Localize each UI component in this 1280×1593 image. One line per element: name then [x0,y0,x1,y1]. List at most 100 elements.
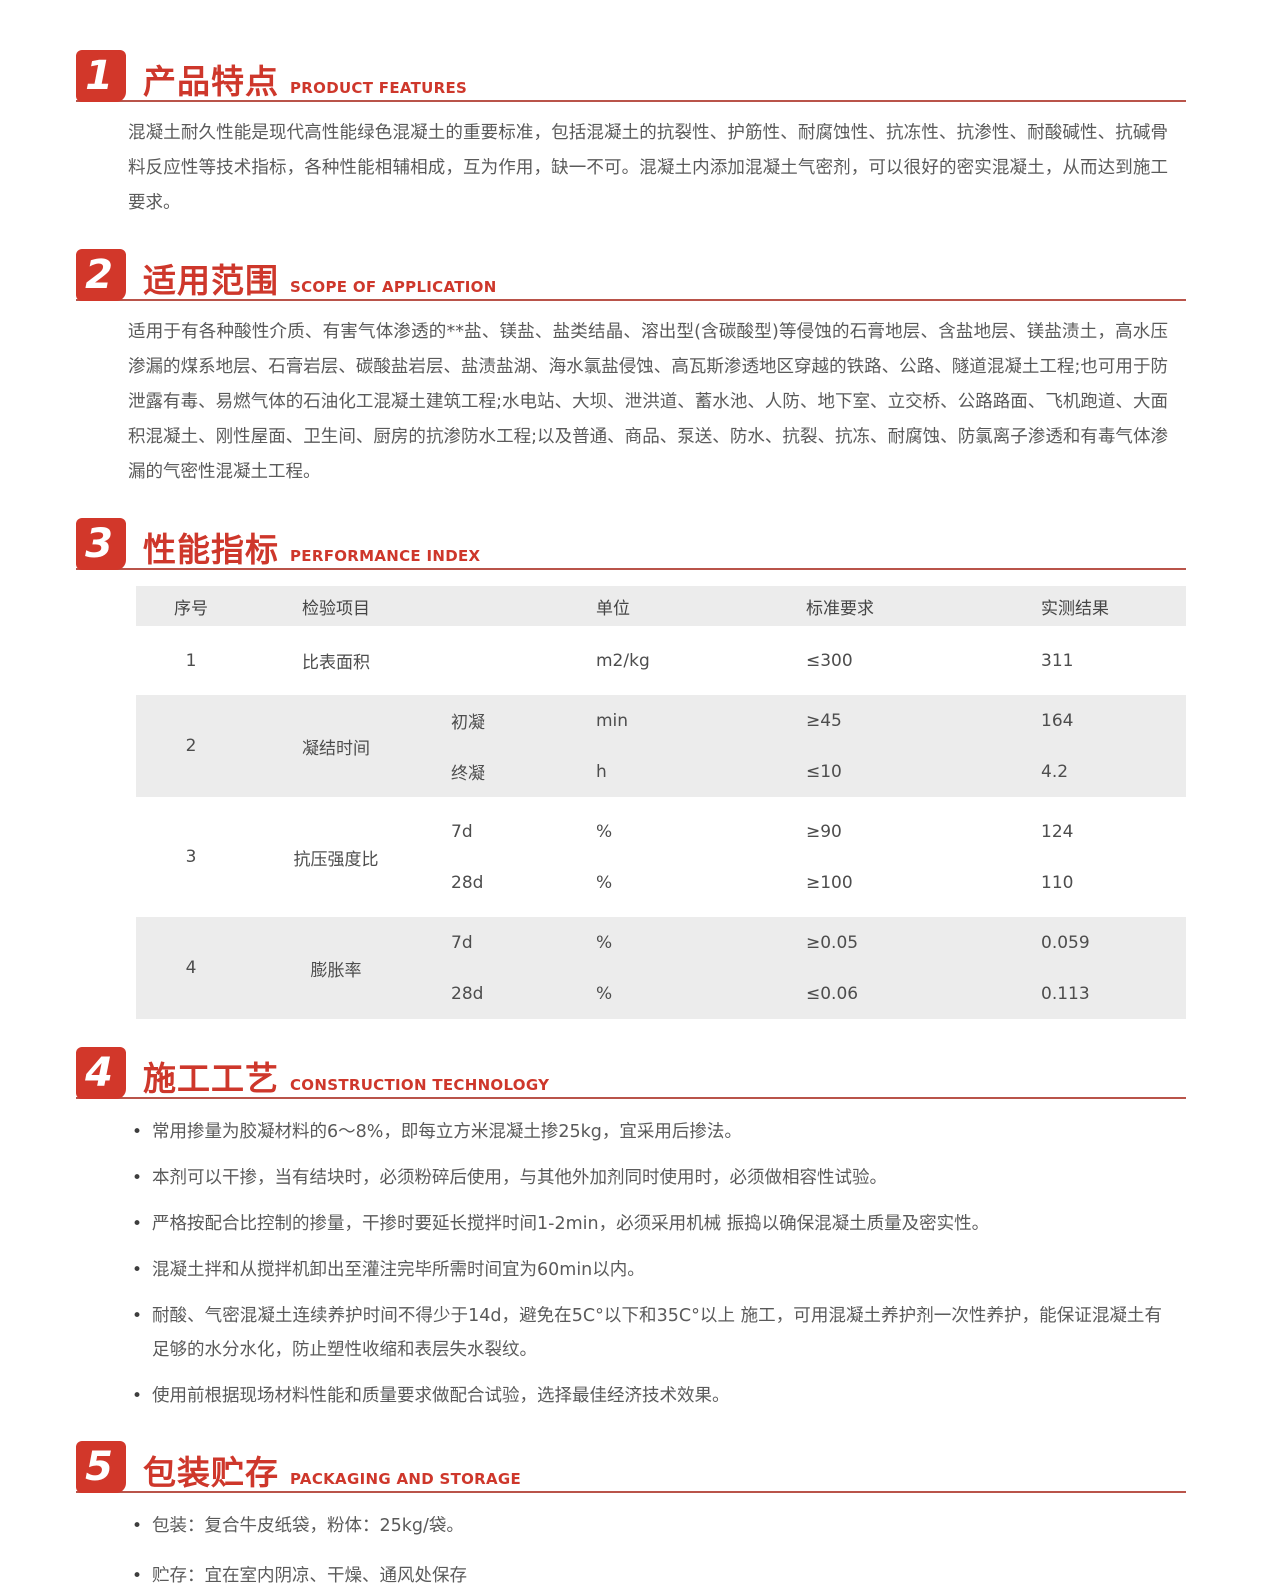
table-subrow: m2/kg ≤300 311 [426,635,1186,686]
table-cell-result: 311 [1041,650,1074,671]
section-number: 3 [85,521,113,567]
section-header: 5 包装贮存 PACKAGING AND STORAGE [76,1437,1186,1493]
table-header-cell: 实测结果 [1041,598,1109,619]
table-row: 1 比表面积 m2/kg ≤300 311 [136,635,1186,686]
section-title-zh: 产品特点 [143,62,279,101]
bullet-icon: • [132,1566,143,1586]
table-subrow: 7d % ≥90 124 [426,806,1186,857]
table-cell-sub: 初凝 [451,713,485,733]
table-cell-item: 抗压强度比 [293,849,379,870]
bullet-icon: • [132,1260,143,1280]
section-underline [76,568,1186,570]
packaging-notes-list: • 包装：复合牛皮纸袋，粉体：25kg/袋。 • 贮存：宜在室内阴凉、干燥、通风处保… [132,1509,1162,1593]
table-cell-unit: min [596,710,629,731]
section-performance-index: 3 性能指标 PERFORMANCE INDEX 序号 检验项目 单位 标准要求… [76,514,1186,1019]
bullet-item: • 混凝土拌和从搅拌机卸出至灌注完毕所需时间宜为60min以内。 [132,1253,1162,1287]
bullet-text: 本剂可以干掺，当有结块时，必须粉碎后使用，与其他外加剂同时使用时，必须做相容性试… [152,1168,887,1188]
table-cell-result: 164 [1041,710,1074,731]
bullet-text: 混凝土拌和从搅拌机卸出至灌注完毕所需时间宜为60min以内。 [152,1260,645,1280]
table-cell-unit: % [596,872,613,893]
table-cell-unit: m2/kg [596,650,650,671]
section-header: 1 产品特点 PRODUCT FEATURES [76,46,1186,102]
table-subrow: 28d % ≥100 110 [426,857,1186,908]
section-scope-of-application: 2 适用范围 SCOPE OF APPLICATION 适用于有各种酸性介质、有… [76,245,1186,490]
table-cell-req: ≥100 [806,872,853,893]
table-header-cell: 标准要求 [806,598,874,619]
section-number: 4 [85,1050,113,1096]
section-header: 2 适用范围 SCOPE OF APPLICATION [76,245,1186,301]
table-row: 2 凝结时间 初凝 min ≥45 164 终凝 h ≤10 4.2 [136,695,1186,797]
bullet-icon: • [132,1386,143,1406]
bullet-item: • 包装：复合牛皮纸袋，粉体：25kg/袋。 [132,1509,1162,1543]
table-cell-result: 110 [1041,872,1074,893]
bullet-icon: • [132,1516,143,1536]
table-subrow: 初凝 min ≥45 164 [426,695,1186,746]
table-cell-sub: 终凝 [451,764,485,784]
section-underline [76,100,1186,102]
section-number-badge: 3 [76,518,126,570]
table-subrow: 终凝 h ≤10 4.2 [426,746,1186,797]
table-cell-req: ≤0.06 [806,983,859,1004]
section-number: 5 [85,1444,113,1490]
table-cell-item: 比表面积 [302,653,370,673]
bullet-text: 耐酸、气密混凝土连续养护时间不得少于14d，避免在5C°以下和35C°以上 施工… [152,1306,1162,1360]
section-packaging-storage: 5 包装贮存 PACKAGING AND STORAGE • 包装：复合牛皮纸袋，… [76,1437,1186,1593]
table-row: 4 膨胀率 7d % ≥0.05 0.059 28d % ≤0.06 0.113 [136,917,1186,1019]
bullet-text: 贮存：宜在室内阴凉、干燥、通风处保存 [152,1566,467,1586]
section-title-en: PACKAGING AND STORAGE [290,1470,522,1488]
table-header-cell: 序号 [174,598,208,619]
section-title-zh: 性能指标 [143,530,279,569]
table-cell-req: ≥0.05 [806,932,859,953]
section-header: 4 施工工艺 CONSTRUCTION TECHNOLOGY [76,1043,1186,1099]
table-cell-req: ≤10 [806,761,842,782]
table-cell-result: 0.113 [1041,983,1090,1004]
table-cell-sub: 28d [451,872,484,893]
table-row: 3 抗压强度比 7d % ≥90 124 28d % ≥100 110 [136,806,1186,908]
section-title-en: SCOPE OF APPLICATION [290,278,497,296]
section-header: 3 性能指标 PERFORMANCE INDEX [76,514,1186,570]
table-header-cell: 单位 [596,598,630,619]
table-cell-unit: % [596,821,613,842]
bullet-text: 严格按配合比控制的掺量，干掺时要延长搅拌时间1-2min，必须采用机械 振捣以确… [152,1214,990,1234]
bullet-icon: • [132,1168,143,1188]
section-body: 适用于有各种酸性介质、有害气体渗透的**盐、镁盐、盐类结晶、溶出型(含碳酸型)等… [128,322,1168,482]
section-underline [76,1097,1186,1099]
table-header-cell: 检验项目 [302,598,370,619]
section-construction-technology: 4 施工工艺 CONSTRUCTION TECHNOLOGY • 常用掺量为胶凝材… [76,1043,1186,1413]
section-number-badge: 2 [76,249,126,301]
section-number-badge: 5 [76,1441,126,1493]
table-cell-item: 膨胀率 [310,960,362,981]
section-title-zh: 适用范围 [143,261,279,300]
bullet-text: 使用前根据现场材料性能和质量要求做配合试验，选择最佳经济技术效果。 [152,1386,730,1406]
table-cell-req: ≤300 [806,650,853,671]
table-cell-no: 2 [185,736,197,756]
bullet-icon: • [132,1306,143,1326]
table-cell-item: 凝结时间 [302,738,370,759]
table-subrow: 28d % ≤0.06 0.113 [426,968,1186,1019]
bullet-icon: • [132,1122,143,1142]
bullet-item: • 常用掺量为胶凝材料的6～8%，即每立方米混凝土掺25kg，宜采用后掺法。 [132,1115,1162,1149]
table-cell-sub: 7d [451,821,473,842]
section-title-en: CONSTRUCTION TECHNOLOGY [290,1076,550,1094]
table-cell-no: 3 [185,847,197,867]
table-cell-result: 4.2 [1041,761,1069,782]
table-cell-no: 1 [185,650,197,671]
section-underline [76,1491,1186,1493]
table-cell-result: 124 [1041,821,1074,842]
bullet-text: 常用掺量为胶凝材料的6～8%，即每立方米混凝土掺25kg，宜采用后掺法。 [152,1122,742,1142]
table-cell-unit: % [596,983,613,1004]
bullet-item: • 本剂可以干掺，当有结块时，必须粉碎后使用，与其他外加剂同时使用时，必须做相容性… [132,1161,1162,1195]
table-cell-sub: 28d [451,983,484,1004]
bullet-item: • 贮存：宜在室内阴凉、干燥、通风处保存 [132,1559,1162,1593]
section-number-badge: 1 [76,50,126,102]
section-number-badge: 4 [76,1047,126,1099]
section-number: 2 [85,252,113,298]
bullet-text: 包装：复合牛皮纸袋，粉体：25kg/袋。 [152,1516,464,1536]
table-cell-result: 0.059 [1041,932,1090,953]
table-cell-req: ≥90 [806,821,842,842]
performance-table: 序号 检验项目 单位 标准要求 实测结果 1 比表面积 m2/kg ≤300 3… [136,586,1186,1019]
table-cell-unit: h [596,761,607,782]
section-number: 1 [85,53,113,99]
section-title-zh: 包装贮存 [143,1453,279,1492]
